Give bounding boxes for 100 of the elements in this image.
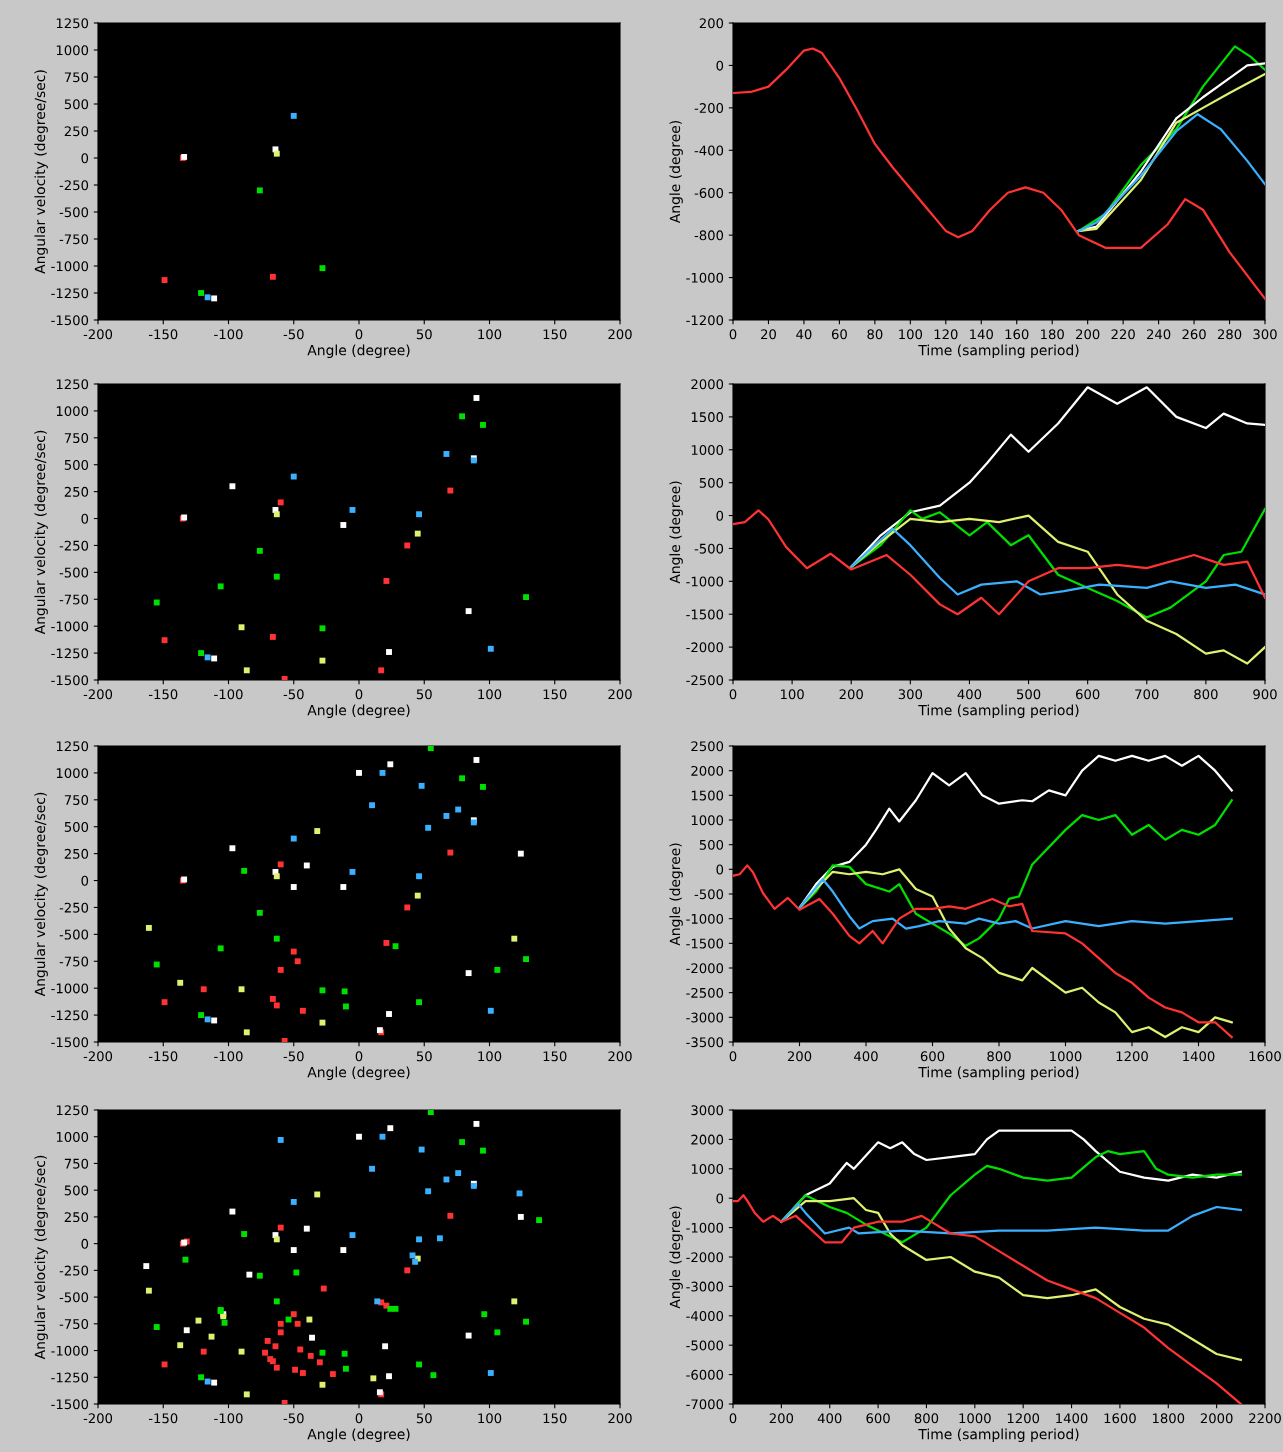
y-tick-label: 1250 — [56, 379, 89, 390]
x-tick-label: 240 — [1146, 329, 1171, 340]
x-tick-label: 1200 — [1116, 1051, 1148, 1062]
x-axis-title: Angle (degree) — [307, 344, 410, 359]
y-tick-label: -4000 — [686, 1311, 724, 1321]
x-axis-title: Time (sampling period) — [918, 704, 1079, 719]
x-tick-label: 0 — [355, 1051, 363, 1062]
y-tick-label: -1500 — [51, 1037, 89, 1048]
y-tick-label: -250 — [59, 1265, 89, 1276]
x-tick-label: 600 — [1076, 689, 1100, 700]
x-tick-label: 800 — [914, 1413, 939, 1424]
y-tick-label: 1000 — [691, 815, 724, 826]
y-tick-label: 750 — [64, 72, 89, 83]
y-tick-label: -1250 — [51, 1372, 89, 1383]
y-tick-label: -2000 — [686, 642, 724, 653]
x-tick-label: 800 — [1194, 689, 1218, 700]
x-tick-label: 150 — [543, 689, 567, 700]
x-tick-label: 200 — [839, 689, 863, 700]
x-tick-label: 1400 — [1056, 1413, 1088, 1424]
x-tick-label: 800 — [987, 1051, 1011, 1062]
y-tick-label: -1000 — [686, 272, 724, 283]
y-tick-label: 0 — [81, 153, 89, 164]
y-tick-label: -1500 — [686, 938, 724, 949]
x-tick-label: 1600 — [1104, 1413, 1136, 1424]
y-tick-label: -750 — [59, 594, 89, 605]
x-tick-label: 0 — [729, 329, 737, 340]
x-tick-label: 0 — [729, 1051, 737, 1062]
y-tick-label: 250 — [64, 848, 89, 859]
y-tick-label: -750 — [59, 234, 89, 245]
x-tick-label: 60 — [831, 329, 847, 340]
y-tick-label: -250 — [59, 180, 89, 191]
x-tick-label: -150 — [148, 329, 178, 340]
x-tick-label: 1800 — [1152, 1413, 1185, 1424]
y-axis-title: Angle (degree) — [669, 843, 683, 946]
y-tick-label: 0 — [81, 1238, 89, 1249]
y-tick-label: 1000 — [56, 768, 89, 779]
x-tick-label: 200 — [608, 1413, 632, 1424]
x-axis-title: Angle (degree) — [307, 1066, 410, 1081]
y-tick-label: -3500 — [686, 1037, 724, 1048]
y-tick-label: 250 — [64, 1212, 89, 1223]
y-tick-label: 1000 — [691, 445, 724, 455]
x-tick-label: 300 — [898, 689, 923, 700]
x-tick-label: 1000 — [959, 1413, 991, 1424]
y-tick-label: -2000 — [686, 1252, 724, 1263]
y-tick-label: 3000 — [691, 1105, 724, 1116]
x-tick-label: 2000 — [1200, 1413, 1233, 1424]
y-tick-label: 500 — [64, 99, 89, 110]
x-tick-label: 80 — [867, 329, 883, 340]
x-tick-label: 300 — [1253, 329, 1277, 340]
x-tick-label: 100 — [478, 1051, 502, 1062]
y-tick-label: -800 — [694, 230, 724, 241]
x-tick-label: 600 — [866, 1413, 890, 1424]
x-tick-label: -150 — [148, 1413, 178, 1424]
x-tick-label: 0 — [729, 689, 737, 700]
y-tick-label: -7000 — [686, 1399, 724, 1410]
x-tick-label: -100 — [214, 1051, 243, 1062]
x-tick-label: 0 — [729, 1413, 737, 1424]
y-tick-label: 1000 — [56, 1131, 89, 1142]
y-tick-label: 750 — [64, 433, 89, 444]
x-tick-label: 1000 — [1050, 1051, 1082, 1062]
x-tick-label: 900 — [1253, 689, 1277, 700]
y-tick-label: -400 — [694, 145, 724, 156]
x-tick-label: 150 — [543, 1413, 567, 1424]
x-tick-label: 2200 — [1249, 1413, 1281, 1424]
y-tick-label: -1000 — [686, 913, 724, 924]
x-tick-label: 1400 — [1183, 1051, 1215, 1062]
x-tick-label: 100 — [478, 1413, 502, 1424]
y-tick-label: 0 — [81, 513, 89, 524]
y-tick-label: -5000 — [686, 1340, 724, 1351]
x-tick-label: 200 — [1076, 329, 1100, 340]
x-axis-title: Angle (degree) — [307, 704, 410, 719]
y-tick-label: 500 — [64, 1185, 89, 1196]
y-tick-label: -600 — [694, 187, 724, 198]
y-tick-label: 1000 — [56, 45, 89, 56]
y-tick-label: 500 — [699, 477, 724, 488]
y-axis-title: Angular velocity (degree/sec) — [34, 430, 48, 635]
x-tick-label: 50 — [416, 1051, 432, 1062]
y-tick-label: 2000 — [691, 379, 724, 390]
y-tick-label: 200 — [699, 18, 724, 29]
y-tick-label: 1500 — [691, 412, 724, 423]
y-tick-label: -750 — [59, 1319, 89, 1330]
x-axis-title: Time (sampling period) — [918, 1066, 1079, 1081]
x-tick-label: 50 — [416, 689, 432, 700]
y-tick-label: -500 — [59, 1292, 89, 1303]
y-tick-label: -1000 — [686, 576, 724, 587]
x-tick-label: 160 — [1005, 329, 1029, 340]
x-tick-label: 280 — [1217, 329, 1242, 340]
y-tick-label: -250 — [59, 902, 89, 913]
x-tick-label: 40 — [796, 329, 812, 340]
x-tick-label: -150 — [148, 689, 178, 700]
y-tick-label: -1500 — [51, 315, 89, 326]
y-tick-label: 0 — [716, 864, 724, 875]
x-tick-label: 150 — [543, 1051, 567, 1062]
y-axis-title: Angle (degree) — [669, 120, 683, 224]
x-axis-title: Time (sampling period) — [918, 1428, 1079, 1443]
y-axis-title: Angular velocity (degree/sec) — [34, 1155, 48, 1360]
x-tick-label: 0 — [355, 689, 363, 700]
y-tick-label: -1000 — [51, 261, 89, 272]
x-tick-label: 0 — [355, 329, 363, 340]
x-tick-label: 180 — [1041, 329, 1064, 340]
